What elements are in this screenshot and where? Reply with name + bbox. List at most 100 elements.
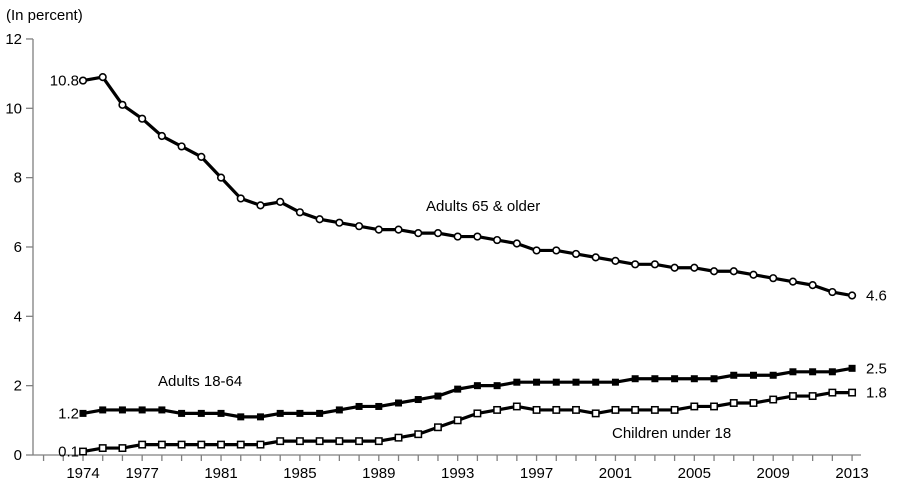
data-point-marker-adults-18-64 [513,378,521,386]
data-point-marker-adults-65-older [631,260,640,269]
data-point-marker-children-under-18 [591,409,600,418]
data-point-marker-adults-65-older [335,218,344,227]
data-point-marker-adults-65-older [98,72,107,82]
data-point-marker-adults-18-64 [749,371,757,379]
y-tick-label: 12 [5,31,22,48]
start-value-label-adults-65-older: 10.8 [50,73,79,90]
data-point-marker-adults-65-older [197,152,206,161]
data-point-marker-adults-18-64 [296,409,304,417]
y-tick-label: 8 [14,170,22,187]
data-point-marker-adults-65-older [512,239,521,248]
data-point-marker-children-under-18 [217,440,225,449]
x-tick-label: 1993 [441,465,474,482]
data-point-marker-adults-65-older [670,263,679,272]
data-point-marker-adults-18-64 [395,399,403,407]
data-point-marker-adults-65-older [295,208,305,217]
series-line-adults-65-older [81,75,854,298]
data-point-marker-adults-18-64 [99,406,107,414]
data-point-marker-children-under-18 [157,440,166,449]
series-label-children-under-18: Children under 18 [612,425,731,442]
data-point-marker-children-under-18 [493,405,502,414]
y-tick-label: 4 [14,308,22,325]
y-tick-label: 0 [14,447,22,464]
end-value-label-children-under-18: 1.8 [866,385,887,402]
data-point-marker-children-under-18 [197,440,206,449]
series-line-adults-18-64 [81,366,854,419]
y-tick-label: 2 [14,378,22,395]
data-point-marker-children-under-18 [118,444,127,453]
data-point-marker-adults-65-older [650,260,659,269]
data-point-marker-children-under-18 [434,423,442,432]
data-point-marker-children-under-18 [788,392,797,401]
data-point-marker-adults-65-older [414,229,423,238]
data-point-marker-adults-65-older [453,232,462,241]
series-label-adults-18-64: Adults 18-64 [158,373,242,390]
data-point-marker-adults-18-64 [710,375,718,383]
series-label-adults-65-older: Adults 65 & older [426,198,540,215]
data-point-marker-children-under-18 [729,399,738,407]
data-point-marker-adults-18-64 [789,368,797,376]
data-point-marker-adults-18-64 [256,413,264,421]
x-tick-label: 1974 [66,465,99,482]
data-point-marker-children-under-18 [473,409,482,418]
data-point-marker-adults-65-older [571,249,581,259]
data-point-marker-children-under-18 [848,388,857,397]
data-point-marker-adults-18-64 [316,409,324,417]
data-point-marker-adults-18-64 [178,409,186,417]
chart-units-title: (In percent) [6,7,83,24]
data-point-marker-children-under-18 [138,440,147,449]
data-point-marker-adults-65-older [788,277,798,286]
x-tick-label: 2005 [678,465,711,482]
y-tick-label: 10 [5,100,22,117]
data-point-marker-children-under-18 [808,392,817,401]
data-point-marker-children-under-18 [315,437,324,446]
end-value-label-adults-65-older: 4.6 [866,288,887,305]
data-point-marker-children-under-18 [355,437,364,446]
data-point-marker-adults-18-64 [118,406,126,414]
data-point-marker-children-under-18 [690,402,699,411]
data-point-marker-adults-65-older [276,197,285,207]
data-point-marker-children-under-18 [572,405,580,414]
data-point-marker-adults-18-64 [533,378,541,386]
data-point-marker-children-under-18 [79,447,87,456]
data-point-marker-adults-65-older [690,263,699,272]
data-point-marker-children-under-18 [828,388,837,397]
data-point-marker-children-under-18 [414,430,423,439]
data-point-marker-adults-65-older [552,246,561,255]
data-point-marker-adults-65-older [532,246,541,255]
data-point-marker-adults-18-64 [611,378,619,386]
data-point-marker-children-under-18 [631,405,640,414]
data-point-marker-adults-18-64 [671,375,679,383]
data-point-marker-children-under-18 [650,405,659,414]
data-point-marker-adults-65-older [828,287,837,297]
data-point-marker-children-under-18 [769,395,778,404]
data-point-marker-adults-65-older [473,232,482,241]
data-point-marker-adults-65-older [138,114,147,123]
data-point-marker-children-under-18 [374,437,383,446]
data-point-marker-adults-18-64 [335,406,343,414]
data-point-marker-children-under-18 [276,437,285,446]
data-point-marker-adults-18-64 [631,375,639,383]
x-tick-label: 1977 [125,465,158,482]
data-point-marker-children-under-18 [335,437,344,446]
data-point-marker-adults-18-64 [79,409,87,417]
data-point-marker-children-under-18 [749,399,758,407]
x-tick-label: 1989 [362,465,395,482]
data-point-marker-adults-65-older [749,270,758,279]
data-point-marker-adults-18-64 [592,378,600,386]
data-point-marker-adults-18-64 [809,368,817,376]
data-point-marker-adults-18-64 [138,406,146,414]
start-value-label-adults-18-64: 1.2 [58,405,79,422]
data-point-marker-children-under-18 [532,405,541,414]
data-point-marker-adults-18-64 [217,409,225,417]
data-point-marker-adults-65-older [374,225,383,234]
data-point-marker-adults-65-older [78,76,88,85]
data-point-marker-adults-65-older [808,281,817,290]
data-point-marker-adults-18-64 [355,402,363,410]
data-point-marker-children-under-18 [98,444,107,453]
y-tick-label: 6 [14,239,22,256]
data-point-marker-adults-18-64 [552,378,560,386]
data-point-marker-children-under-18 [611,405,620,414]
x-tick-label: 2013 [835,465,868,482]
data-point-marker-adults-65-older [709,267,719,276]
